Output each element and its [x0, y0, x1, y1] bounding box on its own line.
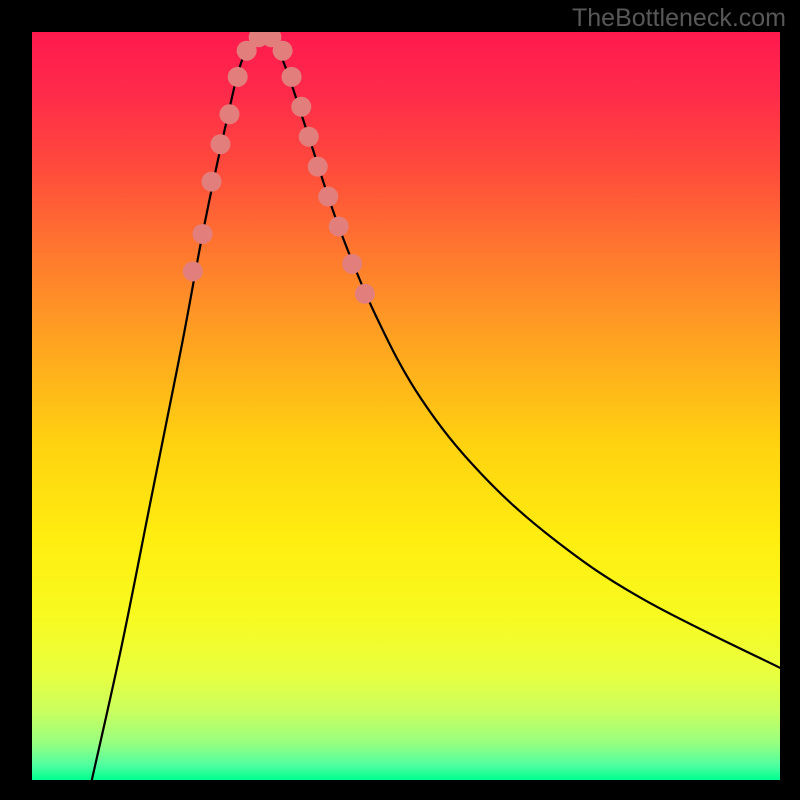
- gradient-background: [32, 32, 780, 780]
- scatter-point: [355, 284, 375, 304]
- scatter-point: [308, 157, 328, 177]
- scatter-point: [299, 127, 319, 147]
- scatter-point: [202, 172, 222, 192]
- scatter-point: [219, 104, 239, 124]
- scatter-point: [318, 187, 338, 207]
- scatter-point: [329, 216, 349, 236]
- scatter-point: [273, 41, 293, 61]
- chart-container: TheBottleneck.com: [0, 0, 800, 800]
- scatter-point: [282, 67, 302, 87]
- scatter-point: [210, 134, 230, 154]
- plot-area: [32, 32, 780, 780]
- scatter-point: [291, 97, 311, 117]
- scatter-point: [228, 67, 248, 87]
- bottleneck-chart: [32, 32, 780, 780]
- watermark-text: TheBottleneck.com: [572, 4, 786, 33]
- scatter-point: [183, 261, 203, 281]
- scatter-point: [342, 254, 362, 274]
- scatter-point: [193, 224, 213, 244]
